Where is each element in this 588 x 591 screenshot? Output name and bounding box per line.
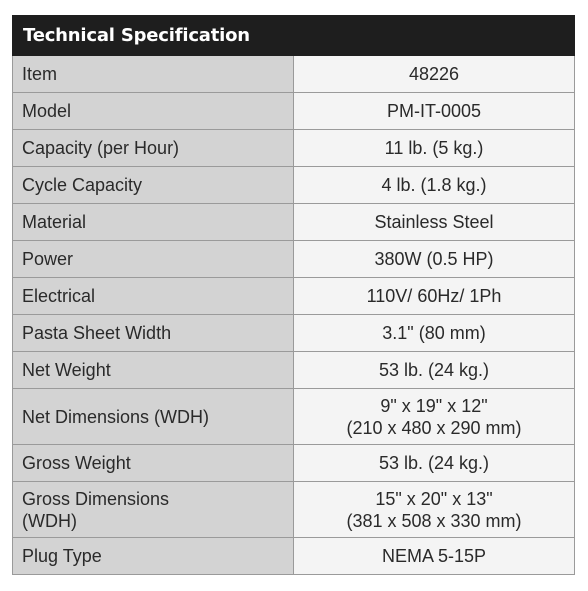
row-label: Pasta Sheet Width — [12, 314, 294, 352]
row-label: Item — [12, 55, 294, 93]
table-row: Material Stainless Steel — [12, 203, 575, 241]
label-line: Gross Dimensions — [22, 488, 170, 509]
row-value: 48226 — [293, 55, 575, 93]
row-value: 11 lb. (5 kg.) — [293, 129, 575, 167]
row-label: Power — [12, 240, 294, 278]
value-line: 9" x 19" x 12" — [380, 395, 488, 416]
row-value: 380W (0.5 HP) — [293, 240, 575, 278]
row-value: PM-IT-0005 — [293, 92, 575, 130]
value-line: (210 x 480 x 290 mm) — [346, 417, 522, 438]
row-label: Net Dimensions (WDH) — [12, 388, 294, 445]
table-row: Electrical 110V/ 60Hz/ 1Ph — [12, 277, 575, 315]
row-label: Material — [12, 203, 294, 241]
row-value: 110V/ 60Hz/ 1Ph — [293, 277, 575, 315]
row-value: 15" x 20" x 13" (381 x 508 x 330 mm) — [293, 481, 575, 538]
table-row: Net Weight 53 lb. (24 kg.) — [12, 351, 575, 389]
table-row: Capacity (per Hour) 11 lb. (5 kg.) — [12, 129, 575, 167]
row-label: Capacity (per Hour) — [12, 129, 294, 167]
row-value: NEMA 5-15P — [293, 537, 575, 575]
table-row: Power 380W (0.5 HP) — [12, 240, 575, 278]
row-value: 4 lb. (1.8 kg.) — [293, 166, 575, 204]
row-label: Plug Type — [12, 537, 294, 575]
table-row: Plug Type NEMA 5-15P — [12, 537, 575, 575]
table-row: Pasta Sheet Width 3.1" (80 mm) — [12, 314, 575, 352]
row-label: Net Weight — [12, 351, 294, 389]
value-line: (381 x 508 x 330 mm) — [346, 510, 522, 531]
row-label: Cycle Capacity — [12, 166, 294, 204]
table-row: Item 48226 — [12, 55, 575, 93]
table-row: Model PM-IT-0005 — [12, 92, 575, 130]
row-label: Model — [12, 92, 294, 130]
table-row: Gross Dimensions (WDH) 15" x 20" x 13" (… — [12, 481, 575, 538]
label-line: (WDH) — [22, 510, 77, 531]
table-title: Technical Specification — [12, 15, 575, 56]
table-row: Cycle Capacity 4 lb. (1.8 kg.) — [12, 166, 575, 204]
spec-table: Technical Specification Item 48226 Model… — [12, 15, 575, 575]
value-line: 15" x 20" x 13" — [375, 488, 493, 509]
row-label: Gross Weight — [12, 444, 294, 482]
table-header-row: Technical Specification — [12, 15, 575, 56]
row-value: Stainless Steel — [293, 203, 575, 241]
row-label: Electrical — [12, 277, 294, 315]
table-row: Gross Weight 53 lb. (24 kg.) — [12, 444, 575, 482]
table-row: Net Dimensions (WDH) 9" x 19" x 12" (210… — [12, 388, 575, 445]
row-value: 9" x 19" x 12" (210 x 480 x 290 mm) — [293, 388, 575, 445]
row-label: Gross Dimensions (WDH) — [12, 481, 294, 538]
row-value: 3.1" (80 mm) — [293, 314, 575, 352]
row-value: 53 lb. (24 kg.) — [293, 351, 575, 389]
row-value: 53 lb. (24 kg.) — [293, 444, 575, 482]
